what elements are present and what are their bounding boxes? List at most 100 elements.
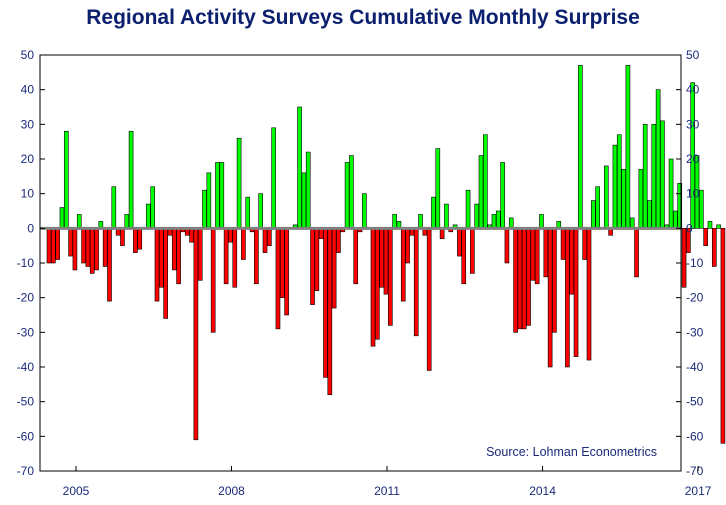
y-tick-label-left: 10 [21, 187, 35, 201]
bar [383, 228, 389, 295]
bar [612, 144, 618, 229]
bar [310, 228, 315, 305]
bar [219, 162, 225, 229]
bar [353, 228, 359, 285]
y-tick-label-right: 50 [686, 48, 700, 62]
bar [647, 200, 652, 229]
bar [711, 228, 717, 267]
y-tick-label-left: -60 [17, 429, 35, 443]
bar [241, 228, 246, 260]
bar [638, 169, 644, 229]
bar [344, 162, 350, 229]
bar [176, 228, 181, 285]
bar [154, 228, 160, 302]
bar [526, 228, 531, 326]
y-tick-label-right: -40 [686, 360, 704, 374]
bar [254, 228, 259, 285]
y-tick-label-right: -30 [686, 325, 704, 339]
bar [660, 120, 665, 229]
bar [150, 186, 155, 229]
y-tick-label-right: 20 [686, 152, 700, 166]
bar [232, 228, 238, 288]
bar [547, 228, 553, 368]
plot-frame [39, 54, 682, 472]
bar [275, 228, 281, 330]
x-tick-label: 2017 [685, 484, 712, 498]
bar [435, 148, 441, 229]
bar [68, 228, 73, 257]
bar [478, 155, 484, 229]
bar [279, 228, 285, 298]
bar [716, 224, 721, 229]
bar [603, 165, 609, 229]
bar [465, 189, 471, 229]
bar [197, 228, 203, 281]
bar [634, 228, 639, 278]
bar [621, 169, 626, 229]
bar [582, 228, 587, 260]
y-tick-label-left: 40 [21, 83, 35, 97]
bar [271, 127, 276, 229]
y-tick-label-right: -20 [686, 291, 704, 305]
bar [651, 124, 657, 229]
bar [461, 228, 467, 285]
bar [565, 228, 570, 368]
y-tick-label-left: -70 [17, 464, 35, 478]
bar [530, 228, 536, 281]
bar [46, 228, 52, 264]
bar [305, 151, 311, 229]
bar [569, 228, 575, 295]
bar [673, 210, 678, 229]
y-tick-label-right: -70 [686, 464, 704, 478]
bar [534, 228, 540, 285]
bar [431, 196, 436, 229]
bar [495, 210, 501, 229]
bar [76, 214, 82, 229]
bar [159, 228, 164, 288]
bar [400, 228, 406, 302]
bar [573, 228, 579, 357]
bar [210, 228, 216, 333]
bar [267, 228, 272, 246]
bar [387, 228, 393, 326]
bar [301, 172, 307, 229]
bar [349, 155, 354, 229]
bar [51, 228, 56, 264]
bar [189, 228, 194, 243]
y-tick-label-left: -30 [17, 325, 35, 339]
bar [336, 228, 341, 253]
bar [392, 214, 397, 229]
x-tick-label: 2005 [63, 484, 90, 498]
bar [655, 89, 661, 229]
y-tick-label-right: -50 [686, 395, 704, 409]
bar [552, 228, 557, 333]
bar [284, 228, 289, 316]
bar [202, 189, 207, 229]
axes-layer: 50 50 40 40 30 30 20 20 10 10 0 0 -10 -10 -20 -20 -30 -30… [17, 48, 712, 498]
bar [314, 228, 320, 292]
bar [642, 124, 648, 229]
bar [379, 228, 384, 288]
bar [591, 200, 596, 229]
bar [444, 203, 449, 229]
bar [146, 203, 151, 229]
bar [228, 228, 233, 243]
bar [703, 228, 708, 246]
bar [327, 228, 333, 396]
bar [63, 130, 69, 229]
bar [163, 228, 168, 319]
bar [318, 228, 324, 240]
bar [94, 228, 99, 271]
bar [55, 228, 60, 260]
bar [258, 193, 263, 229]
bar [331, 228, 337, 309]
x-tick-label: 2011 [374, 484, 400, 498]
y-tick-label-right: 30 [686, 117, 700, 131]
bar [686, 228, 691, 253]
y-tick-label-right: 10 [686, 187, 700, 201]
bar [59, 207, 65, 229]
bar [625, 65, 631, 229]
y-tick-label-right: -10 [686, 256, 704, 270]
x-tick-label: 2014 [529, 484, 556, 498]
bar [500, 162, 505, 229]
